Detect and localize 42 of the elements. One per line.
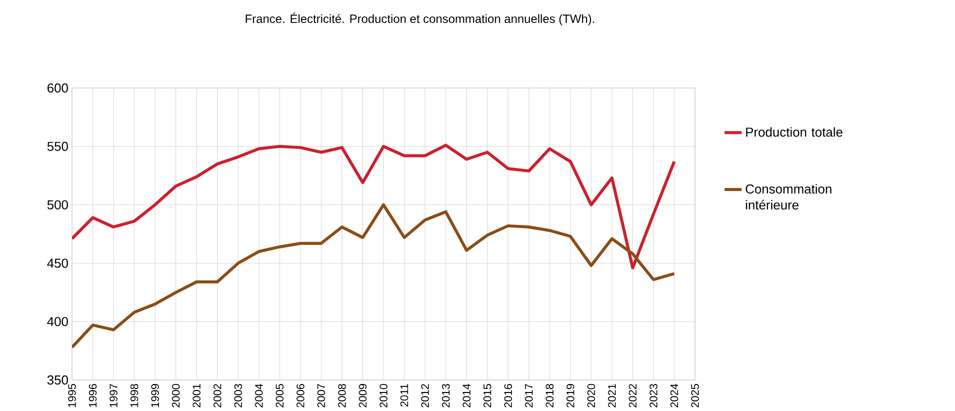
x-tick-label: 1997 [110,384,118,407]
x-tick-label: 2025 [691,384,699,408]
x-tick-label: 2017 [525,384,533,408]
x-tick-label: 2000 [172,384,180,408]
x-tick-label: 1995 [68,384,76,407]
x-tick-label: 2001 [192,384,200,408]
x-tick-label: 2021 [608,384,616,408]
x-tick-label: 2006 [296,384,304,408]
y-tick-label: 600 [48,83,68,92]
x-tick-label: 2002 [214,384,222,408]
x-tick-label: 2018 [546,384,554,408]
x-tick-label: 2023 [650,384,658,408]
x-tick-label: 2007 [317,384,326,408]
x-tick-label: 2011 [400,384,408,406]
x-tick-label: 2015 [483,384,492,408]
y-tick-label: 500 [47,200,68,210]
y-tick-label: 400 [47,316,68,326]
y-tick-label: 450 [47,258,68,268]
x-tick-label: 2004 [255,384,263,408]
x-tick-label: 2013 [442,384,450,408]
x-tick-label: 2005 [276,384,284,408]
line-series [72,144,676,270]
x-tick-label: 2009 [358,384,367,408]
x-tick-label: 2020 [587,384,596,408]
legend-label: Consommation intérieure [746,184,832,210]
x-tick-label: 2022 [628,384,637,408]
x-tick-label: 2024 [670,384,678,408]
y-tick-label: 550 [47,142,68,151]
chart-title: France. Électricité. Production et consommation annuelles (TWh). [246,12,594,26]
x-tick-label: 2008 [338,384,346,408]
x-tick-label: 2014 [462,384,470,408]
x-tick-label: 1998 [130,384,138,407]
legend-label: Production totale [746,127,842,137]
x-tick-label: 2012 [421,384,429,408]
x-tick-label: 1996 [88,384,97,407]
x-tick-label: 2016 [504,384,512,408]
x-tick-label: 1999 [151,384,159,407]
line-series [72,203,676,349]
x-tick-label: 2003 [234,384,242,408]
x-tick-label: 2010 [380,384,388,408]
x-tick-label: 2019 [566,384,574,408]
y-tick-label: 350 [47,375,68,384]
